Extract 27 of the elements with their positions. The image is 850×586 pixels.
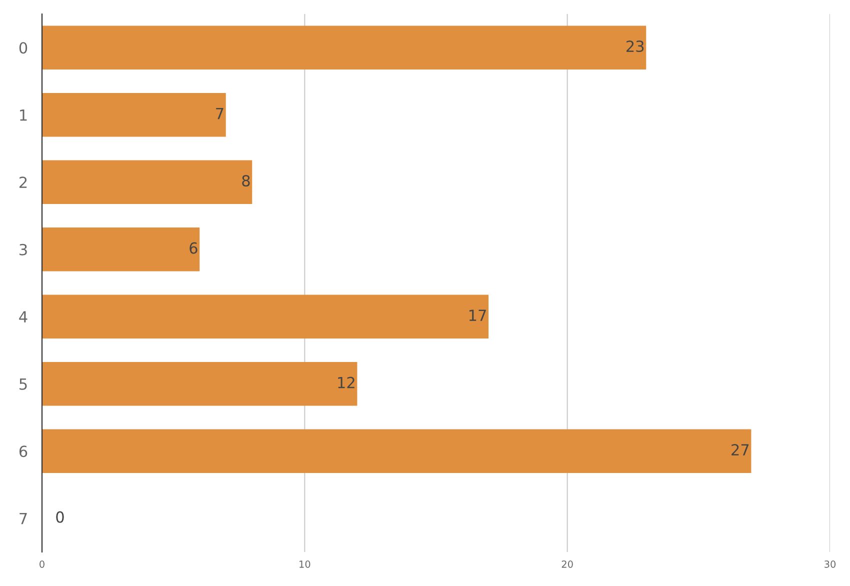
bar bbox=[42, 362, 358, 406]
bar bbox=[42, 160, 252, 204]
data-label: 27 bbox=[732, 444, 749, 456]
y-tick-label: 4 bbox=[19, 311, 28, 322]
bar bbox=[42, 228, 200, 272]
x-tick-label: 10 bbox=[300, 560, 310, 568]
y-tick-label: 5 bbox=[20, 378, 27, 390]
y-tick-label: 1 bbox=[20, 110, 27, 121]
bar bbox=[42, 429, 752, 473]
x-tick-label: 30 bbox=[824, 560, 836, 568]
y-tick-label: 7 bbox=[20, 513, 27, 524]
bar bbox=[42, 26, 646, 70]
data-label: 12 bbox=[338, 376, 354, 388]
data-label: 7 bbox=[216, 108, 224, 120]
y-tick-label: 2 bbox=[20, 176, 27, 188]
data-label: 23 bbox=[626, 40, 644, 52]
data-label: 6 bbox=[190, 242, 198, 254]
data-label: 0 bbox=[56, 511, 64, 523]
y-tick-label: 3 bbox=[20, 244, 27, 256]
y-tick-label: 0 bbox=[19, 42, 28, 54]
y-tick-label: 6 bbox=[19, 446, 28, 458]
data-label: 8 bbox=[242, 175, 250, 187]
x-tick-label: 0 bbox=[40, 560, 44, 568]
data-label: 17 bbox=[469, 310, 486, 321]
x-tick-label: 20 bbox=[562, 560, 573, 568]
bar bbox=[42, 93, 226, 137]
bar bbox=[42, 294, 489, 338]
